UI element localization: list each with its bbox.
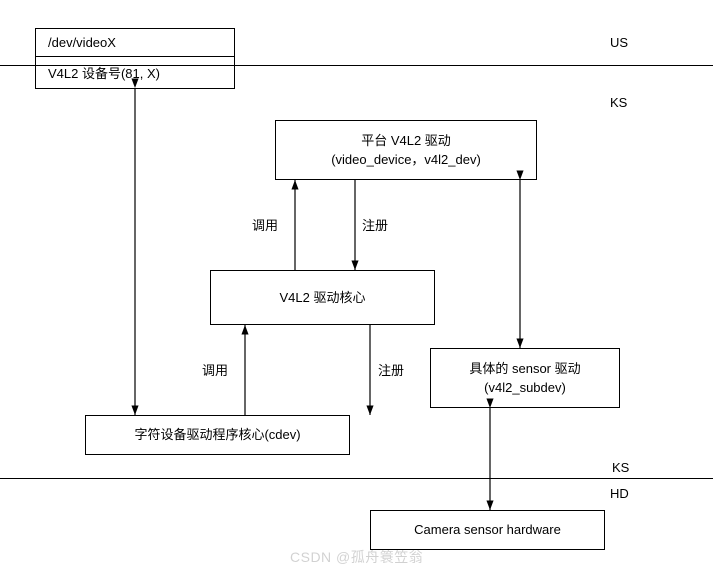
label-us: US <box>610 35 628 50</box>
watermark: CSDN @孤舟簑笠翁 <box>290 547 423 567</box>
box-platform-driver: 平台 V4L2 驱动 (video_device，v4l2_dev) <box>275 120 537 180</box>
label-ks-top: KS <box>610 95 627 110</box>
devnode-major: V4L2 设备号(81, X) <box>36 56 234 88</box>
devnode-path: /dev/videoX <box>36 29 234 56</box>
label-hd: HD <box>610 486 629 501</box>
box-sensor-driver: 具体的 sensor 驱动 (v4l2_subdev) <box>430 348 620 408</box>
platform-sub: (video_device，v4l2_dev) <box>331 150 481 170</box>
cdev-title: 字符设备驱动程序核心(cdev) <box>134 425 300 445</box>
edge-label-call2: 调用 <box>202 360 228 379</box>
sensor-title: 具体的 sensor 驱动 <box>469 359 580 379</box>
sensor-sub: (v4l2_subdev) <box>484 378 566 398</box>
core-title: V4L2 驱动核心 <box>280 288 366 308</box>
platform-title: 平台 V4L2 驱动 <box>361 131 451 151</box>
box-v4l2-core: V4L2 驱动核心 <box>210 270 435 325</box>
box-hardware: Camera sensor hardware <box>370 510 605 550</box>
divider-ks-hd <box>0 478 713 479</box>
edge-label-reg1: 注册 <box>362 215 388 234</box>
hw-title: Camera sensor hardware <box>414 520 561 540</box>
label-ks-bottom: KS <box>612 460 629 475</box>
box-devnode: /dev/videoX V4L2 设备号(81, X) <box>35 28 235 89</box>
box-cdev: 字符设备驱动程序核心(cdev) <box>85 415 350 455</box>
edge-label-call1: 调用 <box>252 215 278 234</box>
edge-label-reg2: 注册 <box>378 360 404 379</box>
divider-us-ks <box>0 65 713 66</box>
